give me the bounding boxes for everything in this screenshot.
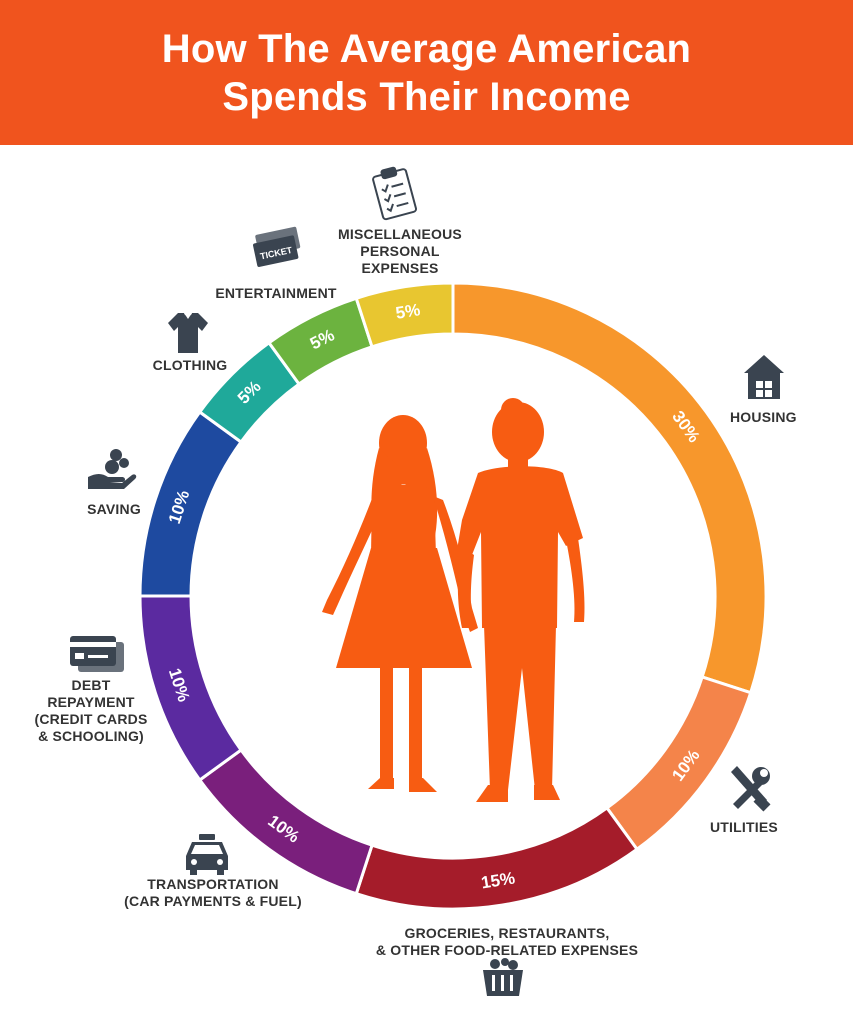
label-clothing: CLOTHING — [140, 357, 240, 374]
shirt-icon — [168, 313, 208, 353]
woman-silhouette — [322, 415, 478, 792]
saving-hand-icon — [88, 449, 137, 489]
house-icon — [744, 355, 784, 399]
title-line-2: Spends Their Income — [222, 74, 631, 119]
label-saving: SAVING — [74, 501, 154, 518]
shopping-basket-icon — [483, 958, 523, 996]
label-debt-line-4: & SCHOOLING) — [38, 728, 144, 744]
label-entertainment: ENTERTAINMENT — [206, 285, 346, 302]
label-transportation-line-1: TRANSPORTATION — [147, 876, 279, 892]
slice-5 — [138, 409, 244, 598]
label-groceries-line-2: & OTHER FOOD-RELATED EXPENSES — [375, 942, 639, 958]
car-icon — [186, 834, 228, 875]
label-misc-line-3: EXPENSES — [361, 260, 439, 276]
label-transportation-line-2: (CAR PAYMENTS & FUEL) — [124, 893, 302, 909]
man-silhouette — [456, 398, 585, 802]
label-groceries: GROCERIES, RESTAURANTS, & OTHER FOOD-REL… — [362, 925, 652, 959]
clipboard-icon — [372, 166, 417, 221]
label-utilities-text: UTILITIES — [710, 819, 778, 835]
label-debt-line-3: (CREDIT CARDS — [34, 711, 148, 727]
label-groceries-line-1: GROCERIES, RESTAURANTS, — [404, 925, 610, 941]
label-misc: MISCELLANEOUS PERSONAL EXPENSES — [330, 226, 470, 277]
label-housing: HOUSING — [730, 409, 797, 426]
label-housing-text: HOUSING — [730, 409, 797, 425]
ticket-icon: TICKET — [253, 226, 301, 267]
label-saving-text: SAVING — [87, 501, 141, 517]
slice-value-label-8: 5% — [394, 300, 421, 323]
credit-card-icon — [70, 636, 124, 672]
label-misc-line-1: MISCELLANEOUS — [338, 226, 462, 242]
label-debt-line-1: DEBT — [71, 677, 111, 693]
label-entertainment-text: ENTERTAINMENT — [215, 285, 337, 301]
title-banner: How The Average American Spends Their In… — [0, 0, 853, 145]
title-line-1: How The Average American — [161, 26, 692, 71]
slice-2 — [354, 805, 640, 911]
donut-slices — [138, 281, 768, 911]
label-debt-repayment: DEBT REPAYMENT (CREDIT CARDS & SCHOOLING… — [26, 677, 156, 745]
label-debt-line-2: REPAYMENT — [47, 694, 135, 710]
label-utilities: UTILITIES — [710, 819, 778, 836]
label-misc-line-2: PERSONAL — [360, 243, 440, 259]
label-clothing-text: CLOTHING — [152, 357, 228, 373]
tools-icon — [731, 766, 771, 812]
label-transportation: TRANSPORTATION (CAR PAYMENTS & FUEL) — [110, 876, 316, 910]
slice-8 — [354, 281, 455, 349]
couple-silhouette — [322, 398, 585, 802]
